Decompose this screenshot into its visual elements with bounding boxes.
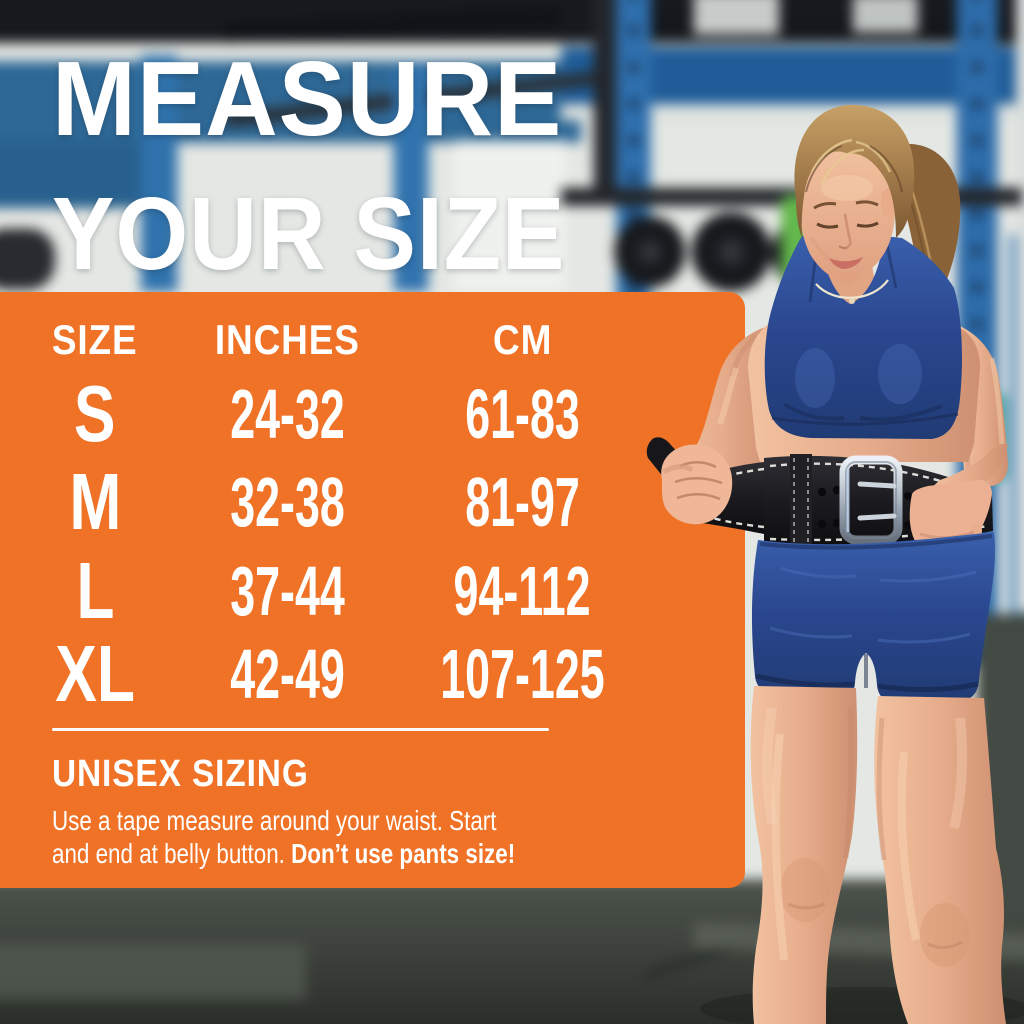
note-line1-text: Use a tape measure around your waist. St… (52, 805, 497, 836)
lips (829, 257, 863, 269)
weight-plate (614, 216, 686, 288)
wall-door (453, 140, 567, 292)
blue-crossbeam (0, 140, 143, 209)
weight-plate (691, 212, 772, 292)
floor-highlight (0, 944, 306, 1000)
blue-crossbeam (0, 61, 582, 143)
cm-value: 94-112 (453, 552, 592, 630)
wall-strip (1015, 0, 1024, 612)
note-heading: UNISEX SIZING (52, 750, 344, 798)
size-label: XL (55, 629, 135, 718)
athlete-photo (646, 104, 1024, 1024)
head (794, 104, 915, 284)
cm-value: 61-83 (465, 375, 580, 453)
inches-value: 24-32 (230, 375, 345, 453)
shorts (751, 532, 996, 701)
column-header-size: SIZE (52, 316, 138, 363)
table-row: S 24-32 61-83 (0, 368, 745, 458)
belt-buckle (839, 455, 903, 545)
necklace (815, 279, 889, 304)
leg-right (874, 696, 1006, 1024)
closed-eye (816, 222, 839, 229)
face-features (810, 175, 879, 269)
nose (843, 213, 852, 250)
note-heading-text: UNISEX SIZING (52, 753, 309, 795)
hair (794, 104, 915, 239)
note-line1: Use a tape measure around your waist. St… (52, 804, 631, 837)
rig-post (393, 65, 429, 292)
page-title-line2: YOUR SIZE (52, 176, 566, 291)
belt-keeper (790, 454, 812, 546)
cm-value: 107-125 (440, 635, 605, 713)
note-line2-regular: and end at belly button. (52, 838, 292, 869)
note-line2: and end at belly button. Don’t use pants… (52, 837, 631, 870)
note-body: Use a tape measure around your waist. St… (52, 804, 631, 870)
table-row: M 32-38 81-97 (0, 456, 745, 546)
inches-value: 42-49 (230, 635, 345, 713)
page-title: MEASURE YOUR SIZE (52, 46, 616, 316)
legs (750, 686, 1006, 1024)
size-label: L (75, 546, 115, 635)
ceiling-gap (852, 0, 918, 33)
size-label: S (74, 369, 116, 458)
page-title-line1: MEASURE (52, 40, 563, 158)
table-row: L 37-44 94-112 (0, 545, 745, 635)
note-line2-bold: Don’t use pants size! (291, 838, 516, 869)
table-row: XL 42-49 107-125 (0, 628, 745, 718)
inches-value: 32-38 (230, 463, 345, 541)
rig-post (140, 55, 178, 292)
size-panel: SIZE INCHES CM S 24-32 61-83 M 32-38 81-… (0, 292, 745, 888)
inches-value: 37-44 (230, 552, 345, 630)
wall-strip (560, 104, 1024, 121)
table-header-row: SIZE INCHES CM (0, 316, 745, 364)
closed-eye (856, 221, 879, 228)
sports-bra (764, 234, 962, 439)
divider-line (52, 728, 549, 731)
hand-left (661, 444, 733, 525)
size-label: M (69, 457, 121, 546)
kettlebell (0, 228, 56, 290)
column-header-inches: INCHES (215, 316, 360, 363)
ceiling-gap (693, 0, 780, 35)
column-header-cm: CM (492, 316, 553, 363)
cm-value: 81-97 (465, 463, 580, 541)
